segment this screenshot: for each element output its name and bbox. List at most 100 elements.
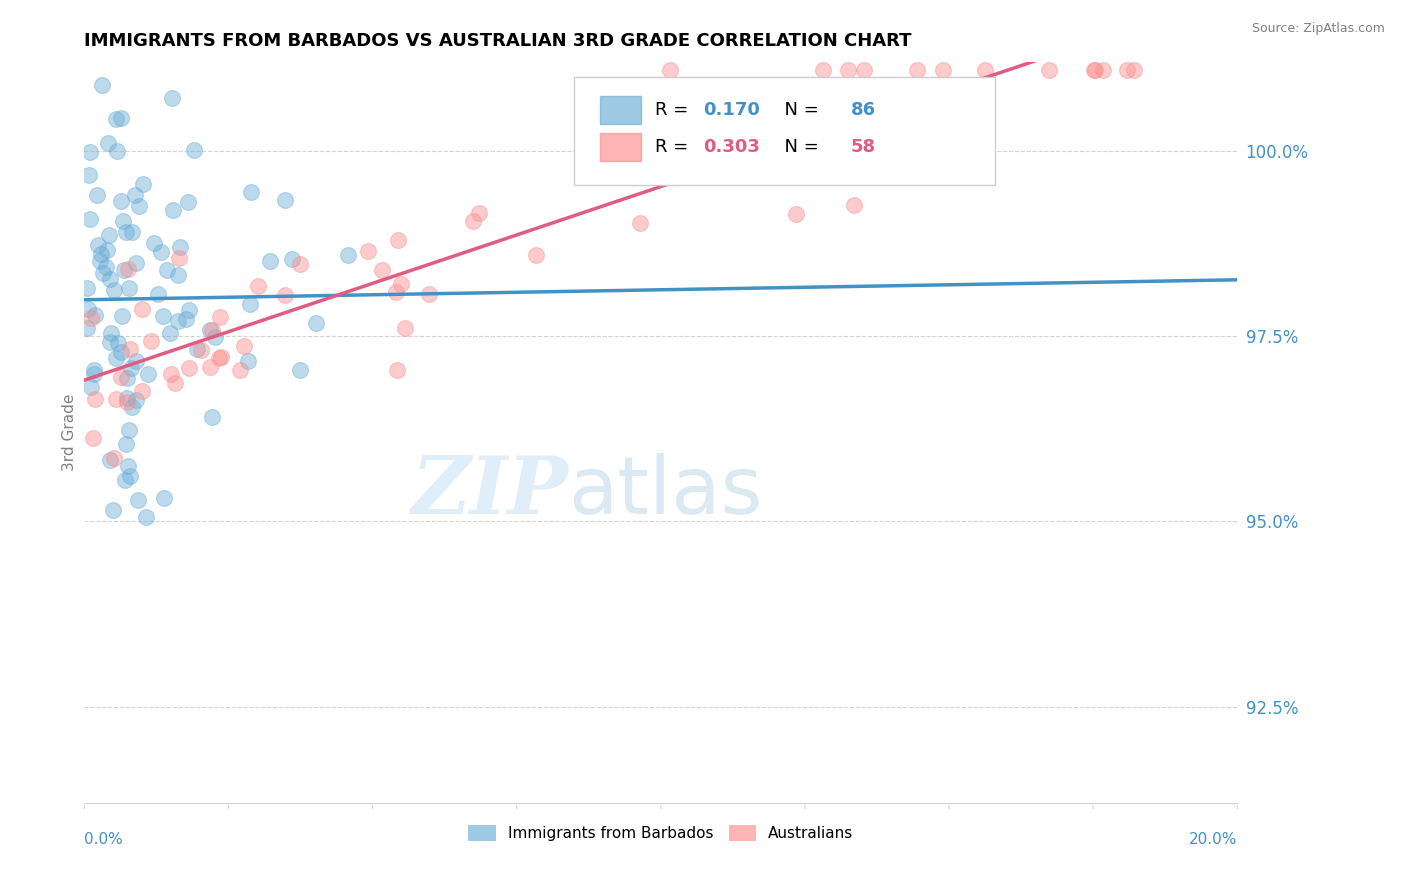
Point [1084, 62, 1107, 77]
Point [176, 195, 198, 210]
Text: N =: N = [773, 138, 824, 156]
Point [112, 263, 135, 277]
Y-axis label: 3rd Grade: 3rd Grade [62, 394, 77, 471]
Point [842, 198, 865, 212]
Point [100, 271, 122, 285]
Point [110, 111, 132, 125]
Point [659, 62, 682, 77]
Point [103, 450, 125, 465]
Text: N =: N = [773, 101, 824, 119]
Point [90, 247, 112, 261]
Point [932, 62, 955, 77]
Point [418, 287, 440, 301]
Point [233, 339, 256, 353]
Point [463, 214, 485, 228]
Point [305, 317, 328, 331]
Legend: Immigrants from Barbados, Australians: Immigrants from Barbados, Australians [463, 819, 859, 847]
Point [288, 257, 311, 271]
Point [103, 283, 125, 297]
Point [115, 394, 138, 409]
Point [166, 268, 188, 283]
Point [111, 310, 134, 324]
Text: Source: ZipAtlas.com: Source: ZipAtlas.com [1251, 22, 1385, 36]
Point [131, 384, 153, 398]
Point [208, 351, 231, 365]
Point [80, 311, 103, 326]
Point [124, 256, 146, 270]
Point [200, 323, 222, 337]
Point [524, 248, 547, 262]
Point [110, 369, 132, 384]
Point [117, 262, 139, 277]
Point [83, 309, 105, 323]
Point [117, 424, 139, 438]
Point [209, 351, 232, 365]
Point [239, 297, 262, 311]
Point [89, 254, 111, 268]
Point [162, 90, 184, 104]
Point [94, 260, 117, 274]
Point [86, 188, 108, 202]
Text: R =: R = [655, 138, 695, 156]
Point [239, 185, 262, 199]
Point [98, 335, 121, 350]
Point [204, 329, 226, 343]
Point [384, 285, 406, 299]
Point [105, 145, 128, 159]
Point [143, 236, 166, 251]
Point [120, 361, 142, 376]
Point [87, 238, 110, 252]
Point [135, 509, 157, 524]
Point [120, 469, 142, 483]
Text: 86: 86 [851, 101, 876, 119]
Point [974, 62, 997, 77]
Point [77, 168, 100, 182]
Point [152, 310, 174, 324]
Point [281, 252, 304, 266]
Point [177, 302, 200, 317]
Point [91, 78, 114, 92]
Point [79, 145, 101, 159]
Point [357, 244, 380, 259]
Point [1091, 62, 1114, 77]
Point [1122, 62, 1144, 77]
Point [82, 431, 104, 445]
Point [229, 362, 252, 376]
Point [837, 62, 859, 77]
Point [177, 360, 200, 375]
Point [104, 112, 127, 127]
Point [1115, 62, 1137, 77]
Point [468, 206, 491, 220]
Point [96, 244, 118, 258]
Point [785, 207, 807, 221]
Point [131, 302, 153, 317]
Point [125, 354, 148, 368]
Point [156, 263, 179, 277]
Point [174, 312, 197, 326]
Point [337, 248, 360, 262]
Point [118, 281, 141, 295]
Point [128, 199, 150, 213]
Point [117, 391, 139, 405]
Text: 0.303: 0.303 [703, 138, 761, 156]
Point [183, 144, 205, 158]
Point [274, 287, 297, 301]
Point [83, 368, 105, 382]
Point [103, 503, 125, 517]
Point [98, 453, 121, 467]
Point [758, 79, 780, 94]
Point [121, 225, 143, 239]
Point [167, 314, 190, 328]
Point [117, 459, 139, 474]
Point [76, 321, 98, 335]
Point [162, 202, 184, 217]
Text: 0.0%: 0.0% [84, 832, 124, 847]
Point [165, 376, 187, 390]
Text: 0.170: 0.170 [703, 101, 761, 119]
Point [124, 392, 146, 407]
Bar [600, 95, 641, 124]
Point [852, 62, 875, 77]
Point [628, 216, 651, 230]
Point [700, 103, 723, 117]
Point [83, 362, 105, 376]
